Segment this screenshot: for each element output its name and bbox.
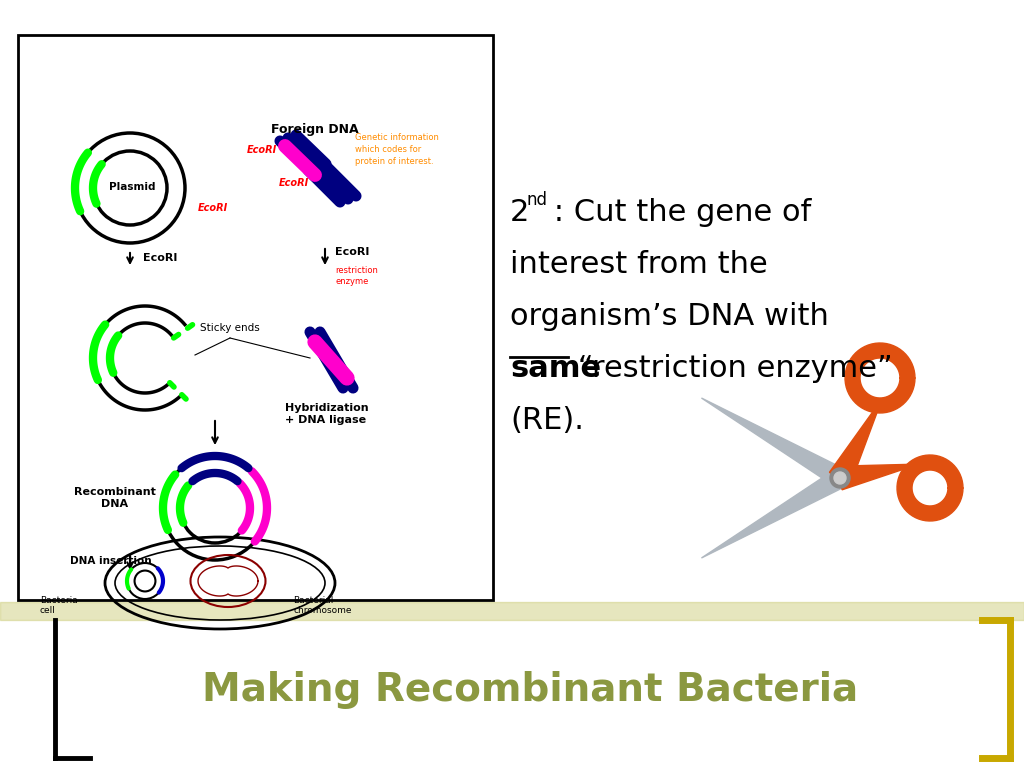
- Polygon shape: [845, 343, 915, 413]
- Polygon shape: [701, 469, 845, 558]
- Text: : Cut the gene of: : Cut the gene of: [544, 198, 811, 227]
- Text: “restriction enzyme”: “restriction enzyme”: [568, 354, 893, 383]
- Text: Recombinant
DNA: Recombinant DNA: [74, 487, 156, 509]
- Text: Sticky ends: Sticky ends: [200, 323, 260, 333]
- Circle shape: [830, 468, 850, 488]
- Text: nd: nd: [526, 191, 547, 209]
- Text: DNA insertion: DNA insertion: [70, 556, 152, 566]
- Text: EcoRI: EcoRI: [143, 253, 177, 263]
- Bar: [0, 602, 1024, 620]
- Text: organism’s DNA with: organism’s DNA with: [510, 302, 828, 331]
- Text: EcoRI: EcoRI: [247, 145, 278, 155]
- Polygon shape: [701, 398, 845, 487]
- Polygon shape: [838, 464, 919, 490]
- Text: Making Recombinant Bacteria: Making Recombinant Bacteria: [202, 671, 858, 709]
- Text: EcoRI: EcoRI: [279, 178, 309, 188]
- Text: (RE).: (RE).: [510, 406, 584, 435]
- Polygon shape: [897, 455, 963, 521]
- Text: 2: 2: [510, 198, 529, 227]
- Text: restriction
enzyme: restriction enzyme: [335, 266, 378, 286]
- Text: Hybridization
+ DNA ligase: Hybridization + DNA ligase: [285, 403, 369, 425]
- Text: Bacteria
cell: Bacteria cell: [40, 596, 78, 615]
- Text: EcoRI: EcoRI: [335, 247, 370, 257]
- Polygon shape: [829, 399, 883, 484]
- FancyBboxPatch shape: [18, 35, 493, 600]
- Text: Genetic information
which codes for
protein of interest.: Genetic information which codes for prot…: [355, 133, 439, 166]
- Text: Bacterial
chromosome: Bacterial chromosome: [293, 596, 351, 615]
- Circle shape: [834, 472, 846, 484]
- Text: same: same: [510, 354, 601, 383]
- Text: Foreign DNA: Foreign DNA: [271, 124, 358, 137]
- Text: EcoRI: EcoRI: [198, 203, 228, 213]
- Text: interest from the: interest from the: [510, 250, 768, 279]
- Text: Plasmid: Plasmid: [109, 182, 156, 192]
